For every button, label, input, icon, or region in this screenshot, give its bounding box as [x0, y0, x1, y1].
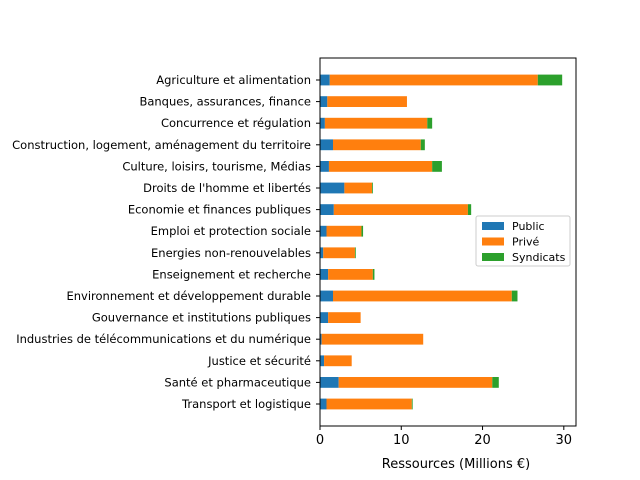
x-tick-label: 10	[393, 433, 410, 448]
legend-entry: Privé	[512, 236, 540, 249]
bar-public-3	[320, 139, 334, 151]
x-axis-label: Ressources (Millions €)	[382, 457, 530, 472]
bar-public-11	[320, 312, 329, 323]
legend-swatch	[482, 237, 504, 246]
bar-syndicats-6	[467, 204, 472, 215]
bar-public-6	[320, 204, 334, 215]
bar-syndicats-15	[411, 398, 413, 410]
bar-syndicats-9	[372, 269, 375, 280]
category-label: Agriculture et alimentation	[156, 73, 311, 87]
bar-priv--14	[338, 377, 493, 388]
bar-priv--3	[333, 139, 421, 151]
legend: Public Privé Syndicats	[475, 215, 571, 267]
bar-public-2	[320, 117, 325, 129]
bar-priv--10	[333, 290, 512, 302]
legend-swatch	[482, 253, 504, 261]
category-label: Transport et logistique	[181, 397, 311, 411]
bar-syndicats-4	[432, 161, 442, 172]
bar-public-1	[320, 96, 328, 107]
category-label: Environnement et développement durable	[66, 289, 311, 303]
category-label: Banques, assurances, finance	[139, 95, 311, 109]
bar-syndicats-7	[361, 225, 364, 237]
category-label: Energies non-renouvelables	[151, 246, 311, 260]
bar-syndicats-8	[354, 247, 356, 259]
bar-syndicats-5	[372, 182, 373, 194]
bar-public-7	[320, 225, 327, 237]
bar-public-4	[320, 161, 329, 172]
x-tick-label: 0	[316, 433, 324, 448]
x-axis-ticks: 0 10 20 30	[316, 426, 572, 448]
bar-syndicats-2	[427, 117, 433, 129]
bar-syndicats-10	[511, 290, 518, 302]
bar-public-10	[320, 290, 334, 302]
category-label: Economie et finances publiques	[128, 203, 311, 217]
category-label: Santé et pharmaceutique	[164, 375, 311, 389]
bar-priv--11	[328, 312, 361, 323]
bar-public-13	[320, 355, 325, 367]
bars-group	[320, 74, 563, 410]
category-label: Droits de l'homme et libertés	[143, 181, 311, 195]
bar-priv--7	[326, 225, 362, 237]
category-label: Gouvernance et institutions publiques	[92, 311, 311, 325]
bar-syndicats-3	[420, 139, 425, 151]
category-label: Construction, logement, aménagement du t…	[12, 138, 311, 152]
bar-syndicats-14	[492, 377, 499, 388]
category-label: Concurrence et régulation	[161, 116, 311, 130]
category-label: Justice et sécurité	[207, 354, 311, 368]
bar-public-14	[320, 377, 339, 388]
bar-priv--12	[321, 333, 424, 345]
category-label: Culture, loisirs, tourisme, Médias	[122, 159, 311, 173]
bar-priv--15	[326, 398, 412, 410]
category-labels: Agriculture et alimentation Banques, assu…	[12, 73, 320, 411]
bar-public-5	[320, 182, 345, 194]
bar-public-9	[320, 269, 329, 280]
plot-frame	[319, 57, 577, 427]
bar-priv--4	[328, 161, 433, 172]
bar-priv--5	[344, 182, 373, 194]
x-tick-label: 20	[474, 433, 491, 448]
bar-priv--1	[327, 96, 407, 107]
x-tick-label: 30	[556, 433, 573, 448]
category-label: Industries de télécommunications et du n…	[16, 332, 311, 346]
legend-swatch	[482, 222, 504, 230]
bar-priv--6	[333, 204, 468, 215]
category-label: Emploi et protection sociale	[151, 224, 311, 238]
bar-public-0	[320, 74, 330, 86]
bar-priv--9	[328, 269, 373, 280]
bar-public-8	[320, 247, 324, 259]
category-label: Enseignement et recherche	[152, 267, 311, 281]
bar-priv--0	[329, 74, 538, 86]
bar-public-12	[320, 333, 322, 345]
legend-entry: Syndicats	[512, 251, 566, 264]
bar-priv--2	[324, 117, 428, 129]
bar-priv--8	[323, 247, 355, 259]
bar-syndicats-0	[537, 74, 563, 86]
bar-priv--13	[324, 355, 352, 367]
bar-public-15	[320, 398, 327, 410]
legend-entry: Public	[512, 220, 545, 233]
